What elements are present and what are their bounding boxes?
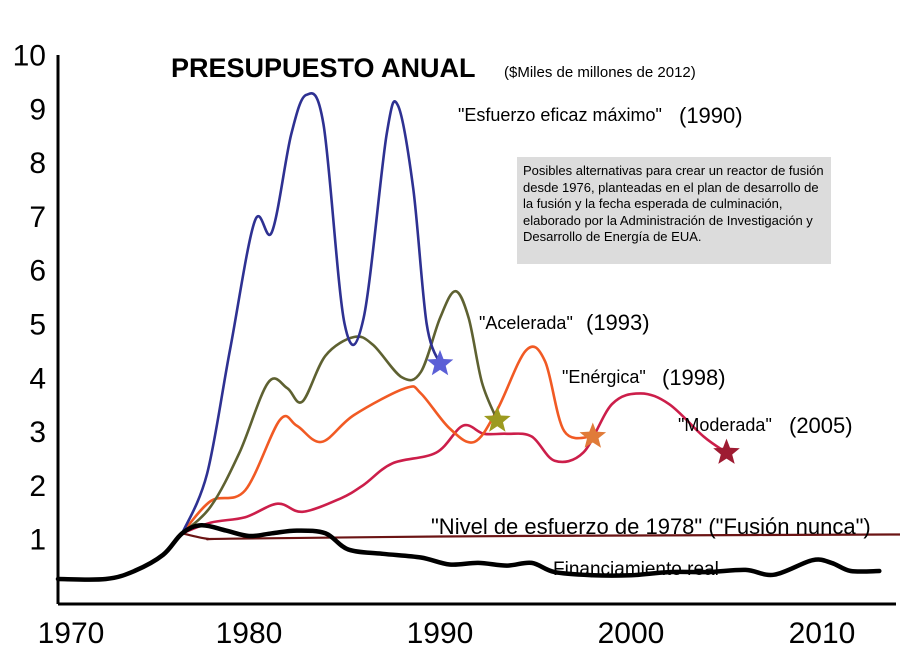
explanation-note: Posibles alternativas para crear un reac… — [517, 157, 831, 264]
star-end-marker — [579, 422, 607, 448]
series-label-name: "Esfuerzo eficaz máximo" — [458, 105, 662, 125]
y-tick-labels: 1 2 3 4 5 6 7 8 9 10 — [13, 40, 46, 557]
star-end-marker — [426, 349, 454, 376]
chart-title: PRESUPUESTO ANUAL — [171, 53, 476, 83]
series-label-nivel-1978: "Nivel de esfuerzo de 1978" ("Fusión nun… — [431, 514, 871, 539]
series-line-financiamiento-real — [55, 523, 882, 582]
y-tick-label: 1 — [29, 524, 46, 557]
label-energica: "Enérgica" (1998) — [562, 365, 726, 390]
series-line-moderada — [180, 392, 728, 535]
y-tick-label: 4 — [29, 362, 46, 395]
y-tick-label: 10 — [13, 40, 46, 73]
label-esfuerzo-maximo: "Esfuerzo eficaz máximo" (1990) — [458, 103, 743, 128]
label-moderada: "Moderada" (2005) — [678, 413, 853, 438]
series-line-acelerada — [180, 289, 499, 535]
series-line-nivel-1978 — [181, 532, 900, 541]
series-label-financiamiento-real: Financiamiento real — [553, 559, 719, 580]
star-end-marker — [484, 406, 511, 432]
series-line-esfuerzo-maximo — [180, 92, 442, 535]
star-end-marker — [713, 438, 740, 464]
y-tick-label: 5 — [29, 309, 46, 342]
series-line-energica — [180, 345, 595, 535]
y-tick-label: 7 — [29, 201, 46, 234]
series-label-name: "Enérgica" — [562, 367, 646, 387]
x-tick-labels: 1970 1980 1990 2000 2010 — [38, 617, 856, 650]
label-acelerada: "Acelerada" (1993) — [479, 310, 650, 335]
series-label-year: (1998) — [662, 365, 726, 390]
x-tick-label: 2000 — [598, 617, 665, 650]
x-tick-label: 2010 — [789, 617, 856, 650]
series-label-year: (1990) — [679, 103, 743, 128]
axes — [56, 55, 896, 606]
chart-subtitle: ($Miles de millones de 2012) — [504, 64, 696, 81]
y-tick-label: 9 — [29, 93, 46, 126]
y-tick-label: 3 — [29, 416, 46, 449]
series-label-name: "Moderada" — [678, 415, 772, 435]
x-tick-label: 1970 — [38, 617, 105, 650]
y-tick-label: 6 — [29, 255, 46, 288]
x-tick-label: 1980 — [216, 617, 283, 650]
end-markers — [426, 349, 740, 464]
x-tick-label: 1990 — [407, 617, 474, 650]
y-tick-label: 2 — [29, 470, 46, 503]
series-label-year: (1993) — [586, 310, 650, 335]
series-label-name: "Acelerada" — [479, 313, 573, 333]
y-tick-label: 8 — [29, 147, 46, 180]
series-label-year: (2005) — [789, 413, 853, 438]
series-lines — [55, 92, 900, 582]
